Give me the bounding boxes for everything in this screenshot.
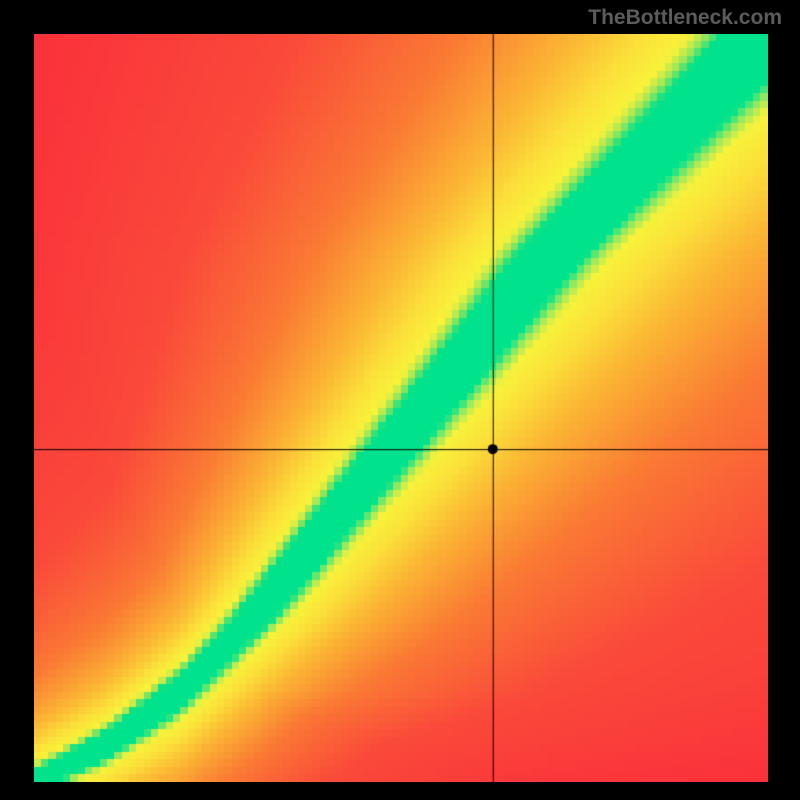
bottleneck-heatmap [34,34,768,782]
watermark-text: TheBottleneck.com [588,6,782,30]
